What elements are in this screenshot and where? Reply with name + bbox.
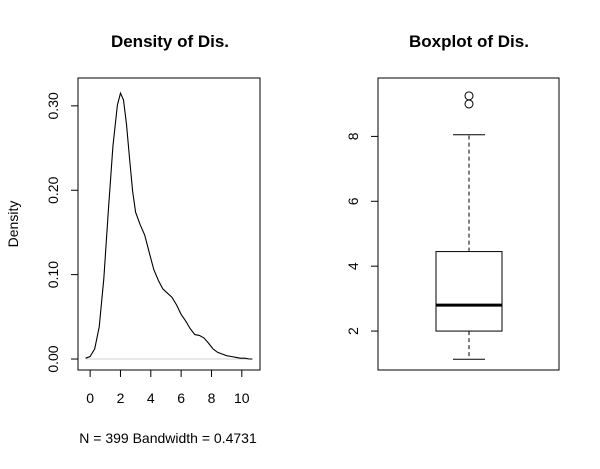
density-y-tick-label: 0.30 bbox=[45, 92, 61, 119]
density-line bbox=[85, 91, 253, 360]
density-y-tick-label: 0.20 bbox=[45, 176, 61, 203]
density-title: Density of Dis. bbox=[111, 32, 229, 51]
boxplot-outlier bbox=[464, 91, 474, 101]
density-y-tick-label: 0.00 bbox=[45, 345, 61, 372]
boxplot-y-tick-label: 4 bbox=[345, 262, 361, 270]
density-x-tick-label: 2 bbox=[117, 390, 125, 406]
boxplot-y-tick-label: 2 bbox=[345, 327, 361, 335]
boxplot-panel: Boxplot of Dis. 2 4 6 8 bbox=[345, 32, 560, 371]
density-x-tick-label: 8 bbox=[208, 390, 216, 406]
boxplot-y-tick-label: 8 bbox=[345, 132, 361, 140]
density-x-tick-label: 4 bbox=[147, 390, 155, 406]
boxplot-title: Boxplot of Dis. bbox=[409, 32, 529, 51]
density-y-axis: 0.00 0.10 0.20 0.30 bbox=[45, 92, 79, 373]
density-y-label: Density bbox=[5, 201, 21, 248]
boxplot-box bbox=[435, 251, 503, 332]
density-x-tick-label: 0 bbox=[86, 390, 94, 406]
boxplot-shapes bbox=[435, 91, 503, 360]
boxplot-y-tick-label: 6 bbox=[345, 197, 361, 205]
boxplot-y-axis: 2 4 6 8 bbox=[345, 132, 379, 335]
density-x-tick-label: 10 bbox=[234, 390, 250, 406]
density-y-tick-label: 0.10 bbox=[45, 261, 61, 288]
density-curve bbox=[85, 91, 253, 360]
density-panel: Density of Dis. 0 2 4 6 8 10 0.00 0.10 0.20 0.30… bbox=[5, 32, 261, 446]
density-plot-box bbox=[77, 77, 261, 371]
density-x-tick-label: 6 bbox=[177, 390, 185, 406]
density-x-axis: 0 2 4 6 8 10 bbox=[86, 369, 250, 406]
boxplot-outlier bbox=[464, 99, 474, 109]
density-x-label: N = 399 Bandwidth = 0.4731 bbox=[79, 430, 257, 446]
